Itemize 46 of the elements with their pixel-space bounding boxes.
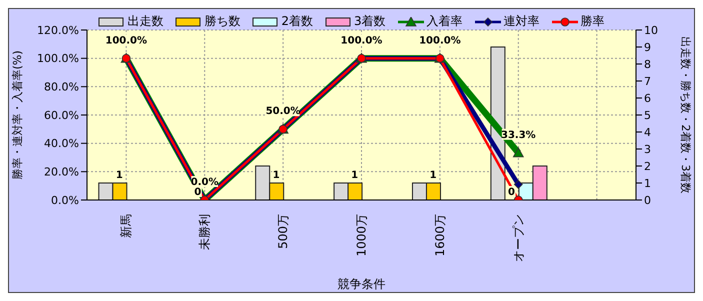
legend-label: 出走数: [127, 13, 164, 30]
x-tick-label: 1000万: [354, 214, 368, 257]
y-tick-label: 40.0%: [44, 137, 79, 150]
y2-tick-label: 10: [644, 24, 658, 37]
data-label: 0: [194, 187, 202, 198]
x-tick-label: オープン: [511, 214, 526, 262]
legend-label: 2着数: [281, 13, 313, 30]
legend-label: 入着率: [426, 13, 463, 30]
point: [514, 180, 523, 189]
y-axis-title: 勝率・連対率・入着率(%): [10, 50, 24, 180]
data-label: 1: [430, 170, 437, 181]
legend-label: 勝率: [580, 13, 605, 30]
y2-tick-label: 2: [644, 160, 651, 173]
legend-label: 勝ち数: [204, 13, 240, 30]
y-tick-label: 100.0%: [37, 52, 79, 66]
y2-tick-label: 0: [644, 194, 651, 207]
y2-tick-label: 6: [644, 92, 651, 105]
x-tick-label: 新馬: [119, 214, 134, 238]
y-tick-label: 120.0%: [37, 24, 79, 37]
data-label: 0: [508, 187, 516, 198]
data-label: 1: [116, 170, 123, 181]
point: [512, 147, 524, 158]
data-label: 0.0%: [190, 177, 219, 188]
y-tick-label: 0.0%: [51, 194, 79, 207]
data-label: 100.0%: [419, 35, 461, 46]
y-tick-label: 20.0%: [44, 166, 79, 179]
y-tick-label: 80.0%: [44, 80, 79, 94]
y2-tick-label: 4: [644, 126, 651, 139]
x-tick-label: 未勝利: [198, 214, 212, 250]
x-axis-title: 競争条件: [338, 277, 386, 291]
data-label: 100.0%: [340, 35, 382, 46]
y2-axis-title: 出走数・勝ち数・2着数・3着数: [679, 36, 692, 194]
y2-tick-label: 1: [644, 176, 651, 190]
legend-label: 連対率: [504, 13, 540, 30]
data-label: 1: [351, 170, 358, 181]
x-tick-label: 1600万: [432, 214, 447, 257]
y2-tick-label: 3: [644, 142, 651, 156]
x-tick-label: 500万: [276, 214, 290, 249]
y2-tick-label: 5: [644, 108, 651, 122]
y2-tick-label: 8: [644, 58, 651, 71]
legend-label: 3着数: [354, 13, 386, 30]
y2-tick-label: 9: [644, 40, 651, 54]
data-label: 100.0%: [105, 35, 148, 46]
y-tick-label: 60.0%: [44, 108, 79, 122]
y2-tick-label: 7: [644, 74, 651, 88]
data-label: 1: [272, 170, 280, 181]
